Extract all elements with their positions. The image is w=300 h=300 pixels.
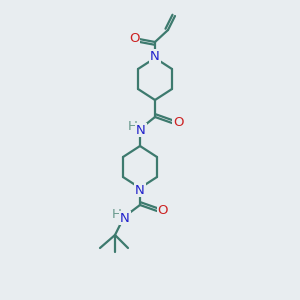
- Text: H: H: [112, 208, 122, 221]
- Text: N: N: [120, 212, 130, 224]
- Text: O: O: [173, 116, 183, 130]
- Text: O: O: [129, 32, 139, 44]
- Text: O: O: [158, 205, 168, 218]
- Text: N: N: [136, 124, 146, 136]
- Text: N: N: [135, 184, 145, 196]
- Text: N: N: [150, 50, 160, 62]
- Text: H: H: [128, 121, 138, 134]
